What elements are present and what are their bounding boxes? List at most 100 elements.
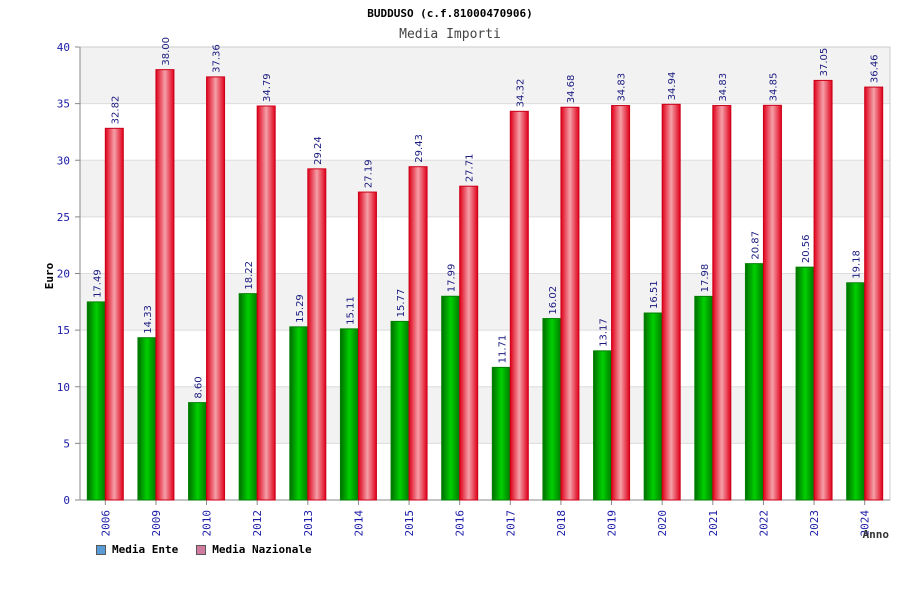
bar-media-ente-2015 bbox=[390, 320, 410, 501]
data-label-media-ente-2024: 19.18 bbox=[852, 250, 863, 279]
data-label-media-ente-2013: 15.29 bbox=[295, 294, 306, 323]
y-axis-label: Euro bbox=[43, 262, 56, 289]
bar-media-nazionale-2010 bbox=[206, 76, 226, 501]
data-label-media-ente-2023: 20.56 bbox=[801, 235, 812, 264]
x-tick-label: 2019 bbox=[606, 510, 619, 537]
bar-media-ente-2013 bbox=[289, 326, 309, 501]
data-label-media-ente-2017: 11.71 bbox=[497, 335, 508, 364]
bar-media-ente-2010 bbox=[188, 402, 208, 501]
legend: Media Ente Media Nazionale bbox=[96, 543, 312, 556]
legend-item-media-ente: Media Ente bbox=[96, 543, 178, 556]
x-tick-label: 2024 bbox=[859, 510, 872, 537]
data-label-media-nazionale-2010: 37.36 bbox=[212, 44, 223, 73]
bar-media-ente-2018 bbox=[542, 318, 562, 501]
x-tick-label: 2015 bbox=[403, 510, 416, 537]
x-tick-label: 2006 bbox=[99, 510, 112, 537]
data-label-media-ente-2015: 15.77 bbox=[396, 289, 407, 318]
bar-media-nazionale-2013 bbox=[307, 168, 327, 501]
bar-media-nazionale-2020 bbox=[661, 103, 681, 501]
bar-media-nazionale-2024 bbox=[864, 86, 884, 501]
data-label-media-ente-2006: 17.49 bbox=[92, 269, 103, 298]
x-tick-label: 2013 bbox=[302, 510, 315, 537]
y-tick-label: 25 bbox=[57, 211, 70, 224]
bar-media-nazionale-2018 bbox=[560, 106, 580, 501]
bar-media-ente-2006 bbox=[86, 301, 106, 501]
bar-media-ente-2012 bbox=[238, 293, 258, 501]
data-label-media-ente-2016: 17.99 bbox=[447, 264, 458, 293]
data-label-media-nazionale-2006: 32.82 bbox=[110, 96, 121, 125]
bar-media-nazionale-2019 bbox=[611, 105, 631, 501]
x-tick-label: 2009 bbox=[150, 510, 163, 537]
data-label-media-ente-2012: 18.22 bbox=[244, 261, 255, 290]
bar-media-nazionale-2014 bbox=[357, 191, 377, 501]
chart-subtitle: Media Importi bbox=[399, 27, 501, 42]
bar-media-nazionale-2017 bbox=[509, 110, 529, 501]
data-label-media-nazionale-2016: 27.71 bbox=[465, 154, 476, 183]
data-label-media-nazionale-2014: 27.19 bbox=[363, 159, 374, 188]
y-tick-label: 15 bbox=[57, 324, 70, 337]
data-label-media-nazionale-2012: 34.79 bbox=[262, 73, 273, 102]
bar-media-ente-2022 bbox=[744, 263, 764, 501]
data-label-media-ente-2020: 16.51 bbox=[649, 280, 660, 309]
data-label-media-ente-2010: 8.60 bbox=[194, 376, 205, 398]
bar-media-ente-2019 bbox=[593, 350, 613, 501]
y-tick-label: 5 bbox=[63, 437, 70, 450]
y-tick-label: 10 bbox=[57, 381, 70, 394]
x-tick-label: 2018 bbox=[555, 510, 568, 537]
legend-swatch-media-nazionale bbox=[196, 544, 207, 555]
legend-item-media-nazionale: Media Nazionale bbox=[196, 543, 312, 556]
x-axis-label: Anno bbox=[863, 528, 890, 541]
legend-swatch-media-ente bbox=[96, 544, 106, 555]
x-tick-label: 2014 bbox=[352, 510, 365, 537]
bar-media-ente-2014 bbox=[339, 328, 359, 501]
bar-media-ente-2009 bbox=[137, 337, 157, 501]
bar-media-nazionale-2009 bbox=[155, 69, 175, 501]
data-label-media-nazionale-2009: 38.00 bbox=[161, 37, 172, 66]
bar-media-nazionale-2015 bbox=[408, 166, 428, 501]
y-tick-label: 35 bbox=[57, 98, 70, 111]
data-label-media-ente-2022: 20.87 bbox=[750, 231, 761, 260]
data-label-media-nazionale-2018: 34.68 bbox=[566, 75, 577, 104]
bar-media-nazionale-2016 bbox=[459, 185, 479, 501]
data-label-media-nazionale-2022: 34.85 bbox=[768, 73, 779, 102]
legend-label-media-ente: Media Ente bbox=[112, 543, 179, 556]
data-label-media-ente-2018: 16.02 bbox=[548, 286, 559, 315]
data-label-media-nazionale-2015: 29.43 bbox=[414, 134, 425, 163]
x-tick-label: 2010 bbox=[201, 510, 214, 537]
data-label-media-ente-2014: 15.11 bbox=[345, 296, 356, 325]
x-tick-label: 2020 bbox=[656, 510, 669, 537]
y-tick-label: 0 bbox=[63, 494, 70, 507]
y-tick-label: 20 bbox=[57, 268, 70, 281]
legend-label-media-nazionale: Media Nazionale bbox=[212, 543, 312, 556]
y-tick-label: 30 bbox=[57, 154, 70, 167]
x-tick-label: 2021 bbox=[707, 510, 720, 537]
bar-media-ente-2024 bbox=[846, 282, 866, 501]
x-tick-label: 2023 bbox=[808, 510, 821, 537]
data-label-media-nazionale-2017: 34.32 bbox=[515, 79, 526, 108]
data-label-media-nazionale-2020: 34.94 bbox=[667, 72, 678, 101]
data-label-media-nazionale-2013: 29.24 bbox=[313, 136, 324, 165]
x-tick-label: 2012 bbox=[251, 510, 264, 537]
bar-media-ente-2021 bbox=[694, 295, 714, 501]
data-label-media-nazionale-2021: 34.83 bbox=[718, 73, 729, 102]
bar-media-nazionale-2023 bbox=[813, 79, 833, 501]
bar-media-ente-2017 bbox=[491, 366, 511, 501]
bar-media-ente-2023 bbox=[795, 266, 815, 501]
bar-media-nazionale-2021 bbox=[712, 105, 732, 501]
plot-area: 0 5 10 15 20 25 30 35 40 2006 17.49 32.82 2009 14.33 3… bbox=[57, 37, 891, 537]
data-label-media-nazionale-2023: 37.05 bbox=[819, 48, 830, 77]
x-tick-label: 2016 bbox=[454, 510, 467, 537]
data-label-media-ente-2021: 17.98 bbox=[700, 264, 711, 293]
bar-media-nazionale-2012 bbox=[256, 105, 276, 501]
bar-media-nazionale-2006 bbox=[104, 127, 124, 501]
data-label-media-nazionale-2019: 34.83 bbox=[617, 73, 628, 102]
data-label-media-nazionale-2024: 36.46 bbox=[870, 54, 881, 83]
y-tick-label: 40 bbox=[57, 41, 70, 54]
x-tick-label: 2022 bbox=[757, 510, 770, 537]
bar-media-ente-2016 bbox=[441, 295, 461, 501]
data-label-media-ente-2019: 13.17 bbox=[599, 318, 610, 347]
chart-title: BUDDUSO (c.f.81000470906) bbox=[367, 7, 533, 20]
data-label-media-ente-2009: 14.33 bbox=[143, 305, 154, 334]
x-tick-label: 2017 bbox=[504, 510, 517, 537]
